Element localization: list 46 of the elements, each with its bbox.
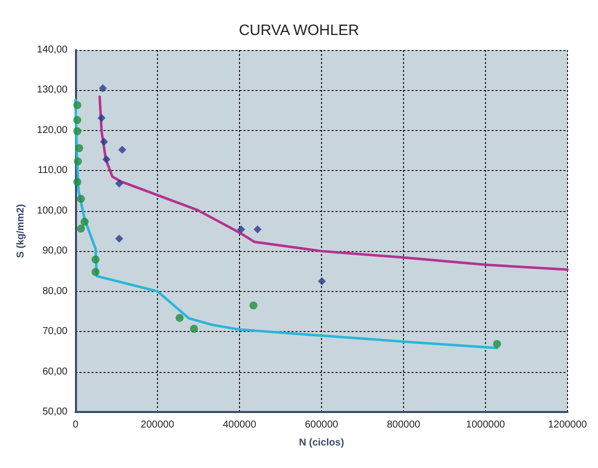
point xyxy=(254,225,262,234)
point xyxy=(73,116,82,124)
point xyxy=(493,340,502,348)
y-tick-label: 130,00 xyxy=(36,84,68,96)
point xyxy=(76,194,85,203)
point xyxy=(76,224,85,233)
y-tick-label: 110,00 xyxy=(38,165,68,176)
x-tick-label: 400000 xyxy=(222,420,257,430)
y-tick-label: 100,00 xyxy=(36,205,68,216)
x-tick-label: 1000000 xyxy=(466,420,506,430)
y-tick-label: 50,00 xyxy=(42,406,68,418)
point xyxy=(115,180,124,188)
point xyxy=(176,314,184,322)
point xyxy=(118,146,126,154)
chart-title: CURVA WOHLER xyxy=(238,22,360,39)
y-tick-label: 120,00 xyxy=(36,124,68,136)
point xyxy=(190,324,198,333)
point xyxy=(98,84,107,92)
point xyxy=(318,277,326,286)
point xyxy=(102,155,110,164)
y-tick-label: 80,00 xyxy=(42,286,68,297)
line-series xyxy=(98,95,569,271)
y-tick-label: 90,00 xyxy=(42,246,68,257)
y-tick-label: 140,00 xyxy=(36,44,68,56)
x-axis-title: N (ciclos) xyxy=(299,438,344,448)
point xyxy=(98,114,106,122)
x-tick-label: 600000 xyxy=(304,420,339,430)
point xyxy=(92,268,100,276)
point xyxy=(73,127,82,136)
point xyxy=(249,301,258,310)
x-tick-label: 1200000 xyxy=(548,420,588,430)
point xyxy=(100,138,108,146)
y-axis-title: S (kg/mm2) xyxy=(16,204,26,258)
point xyxy=(73,178,82,186)
point xyxy=(92,256,100,264)
point xyxy=(75,144,84,152)
x-tick-label: 800000 xyxy=(386,420,421,430)
y-tick-label: 70,00 xyxy=(42,326,68,338)
point xyxy=(74,157,82,166)
point xyxy=(73,101,82,110)
x-tick-label: 200000 xyxy=(140,420,175,430)
point xyxy=(80,218,89,226)
y-tick-label: 60,00 xyxy=(42,366,68,378)
point xyxy=(237,225,246,234)
x-tick-label: 0 xyxy=(72,420,79,430)
point xyxy=(115,234,124,243)
